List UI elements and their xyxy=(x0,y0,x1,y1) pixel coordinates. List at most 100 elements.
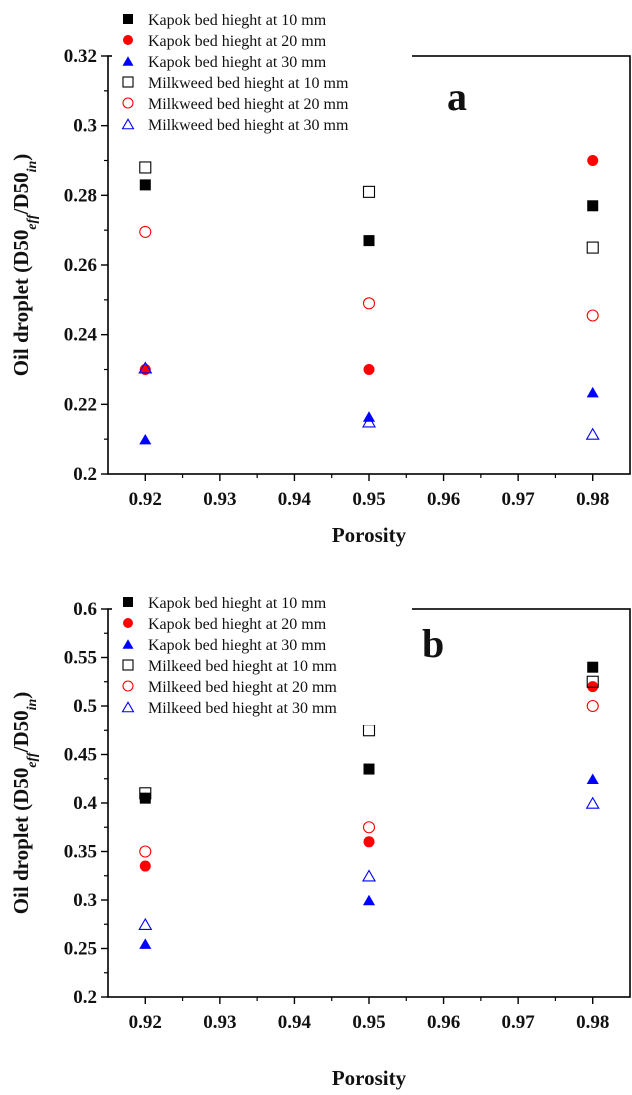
legend-marker xyxy=(121,701,135,713)
data-point xyxy=(585,796,600,809)
data-point xyxy=(139,179,151,191)
x-tick-label: 0.97 xyxy=(502,489,536,510)
data-point xyxy=(586,241,599,254)
legend-marker xyxy=(122,680,134,692)
data-point xyxy=(362,297,376,310)
legend-label: Milkeed bed hieght at 30 mm xyxy=(148,700,337,717)
legend-label: Milkeed bed hieght at 10 mm xyxy=(148,658,337,675)
chart-a: 0.92 0.93 0.94 0.95 0.96 0.97 0.98 0.2 0.22 0.24 0… xyxy=(9,8,631,547)
legend-label: Milkweed bed hieght at 20 mm xyxy=(148,96,349,113)
data-point xyxy=(586,309,599,322)
panel-label: a xyxy=(447,74,467,119)
legend-label: Milkweed bed hieght at 10 mm xyxy=(148,75,349,92)
y-tick-label: 0.35 xyxy=(64,842,97,863)
data-point xyxy=(361,415,377,428)
series-group xyxy=(139,161,599,254)
series-group xyxy=(139,179,599,247)
data-point xyxy=(586,386,599,398)
legend-marker xyxy=(123,618,133,628)
y-tick-label: 0.5 xyxy=(73,696,97,717)
data-point xyxy=(362,185,376,198)
data-point xyxy=(139,225,152,238)
data-point xyxy=(587,661,599,673)
data-point xyxy=(363,836,375,848)
y-tick-label: 0.32 xyxy=(64,46,97,67)
x-tick-label: 0.95 xyxy=(352,489,385,510)
legend-label: Milkweed bed hieght at 30 mm xyxy=(148,117,349,134)
series-group xyxy=(139,699,599,858)
data-point xyxy=(362,821,376,834)
x-tick-label: 0.98 xyxy=(576,489,609,510)
x-tick-label: 0.98 xyxy=(576,1012,609,1033)
legend-label: Milkeed bed hieght at 20 mm xyxy=(148,679,337,696)
data-point xyxy=(362,724,376,737)
data-point xyxy=(139,433,152,445)
data-point xyxy=(138,917,153,931)
data-point xyxy=(362,894,376,906)
data-point xyxy=(363,235,375,247)
y-tick-label: 0.2 xyxy=(73,464,97,485)
y-tick-label: 0.3 xyxy=(73,116,97,137)
legend-marker xyxy=(122,97,134,109)
series-group xyxy=(138,361,600,440)
data-point xyxy=(139,938,152,949)
data-point xyxy=(587,681,599,693)
data-point xyxy=(587,200,599,212)
y-tick-label: 0.25 xyxy=(64,939,97,960)
legend-marker xyxy=(121,118,135,130)
x-tick-label: 0.92 xyxy=(129,1012,162,1033)
y-tick-label: 0.26 xyxy=(64,255,97,276)
data-point xyxy=(139,792,151,804)
data-point xyxy=(585,427,600,440)
data-point xyxy=(587,155,599,166)
y-tick-label: 0.45 xyxy=(64,745,97,766)
data-point xyxy=(363,364,375,375)
data-point xyxy=(138,361,153,374)
y-tick-label: 0.28 xyxy=(64,185,97,206)
data-point xyxy=(586,699,599,713)
series-group xyxy=(138,796,600,931)
panel-label: b xyxy=(422,621,444,666)
x-tick-label: 0.94 xyxy=(278,489,312,510)
x-tick-label: 0.96 xyxy=(427,1012,460,1033)
data-point xyxy=(139,860,151,872)
legend-background xyxy=(112,591,412,725)
legend-background xyxy=(112,8,412,142)
legend-label: Kapok bed hieght at 20 mm xyxy=(148,33,327,50)
legend-marker xyxy=(123,35,133,45)
legend-marker xyxy=(123,597,133,607)
data-point xyxy=(361,869,377,882)
series-group xyxy=(139,155,599,375)
data-point xyxy=(139,161,152,174)
series-group xyxy=(139,661,599,804)
legend-label: Kapok bed hieght at 30 mm xyxy=(148,54,327,71)
legend-label: Kapok bed hieght at 10 mm xyxy=(148,12,327,29)
legend-marker xyxy=(122,56,134,66)
legend-label: Kapok bed hieght at 30 mm xyxy=(148,637,327,654)
legend-label: Kapok bed hieght at 10 mm xyxy=(148,595,327,612)
y-tick-label: 0.4 xyxy=(73,793,97,814)
y-tick-label: 0.22 xyxy=(64,394,97,415)
x-tick-label: 0.93 xyxy=(203,489,236,510)
x-tick-label: 0.97 xyxy=(502,1012,536,1033)
data-point xyxy=(363,763,375,775)
x-tick-label: 0.94 xyxy=(278,1012,312,1033)
x-tick-label: 0.92 xyxy=(129,489,162,510)
legend-marker xyxy=(122,659,134,671)
y-axis-title: Oil droplet (D50eff/D50in) xyxy=(9,154,40,377)
y-axis-title: Oil droplet (D50eff/D50in) xyxy=(9,692,40,915)
y-tick-label: 0.55 xyxy=(64,648,97,669)
series-group xyxy=(139,225,599,322)
data-point xyxy=(586,675,599,688)
x-axis-title: Porosity xyxy=(332,1066,407,1090)
y-tick-label: 0.2 xyxy=(73,987,97,1008)
x-tick-label: 0.95 xyxy=(352,1012,385,1033)
y-tick-label: 0.6 xyxy=(73,599,97,620)
x-axis-title: Porosity xyxy=(332,523,407,547)
data-point xyxy=(586,773,599,784)
y-tick-label: 0.3 xyxy=(73,890,97,911)
legend-marker xyxy=(122,639,134,649)
series-group xyxy=(139,773,599,949)
data-point xyxy=(139,845,152,858)
x-tick-label: 0.93 xyxy=(203,1012,236,1033)
